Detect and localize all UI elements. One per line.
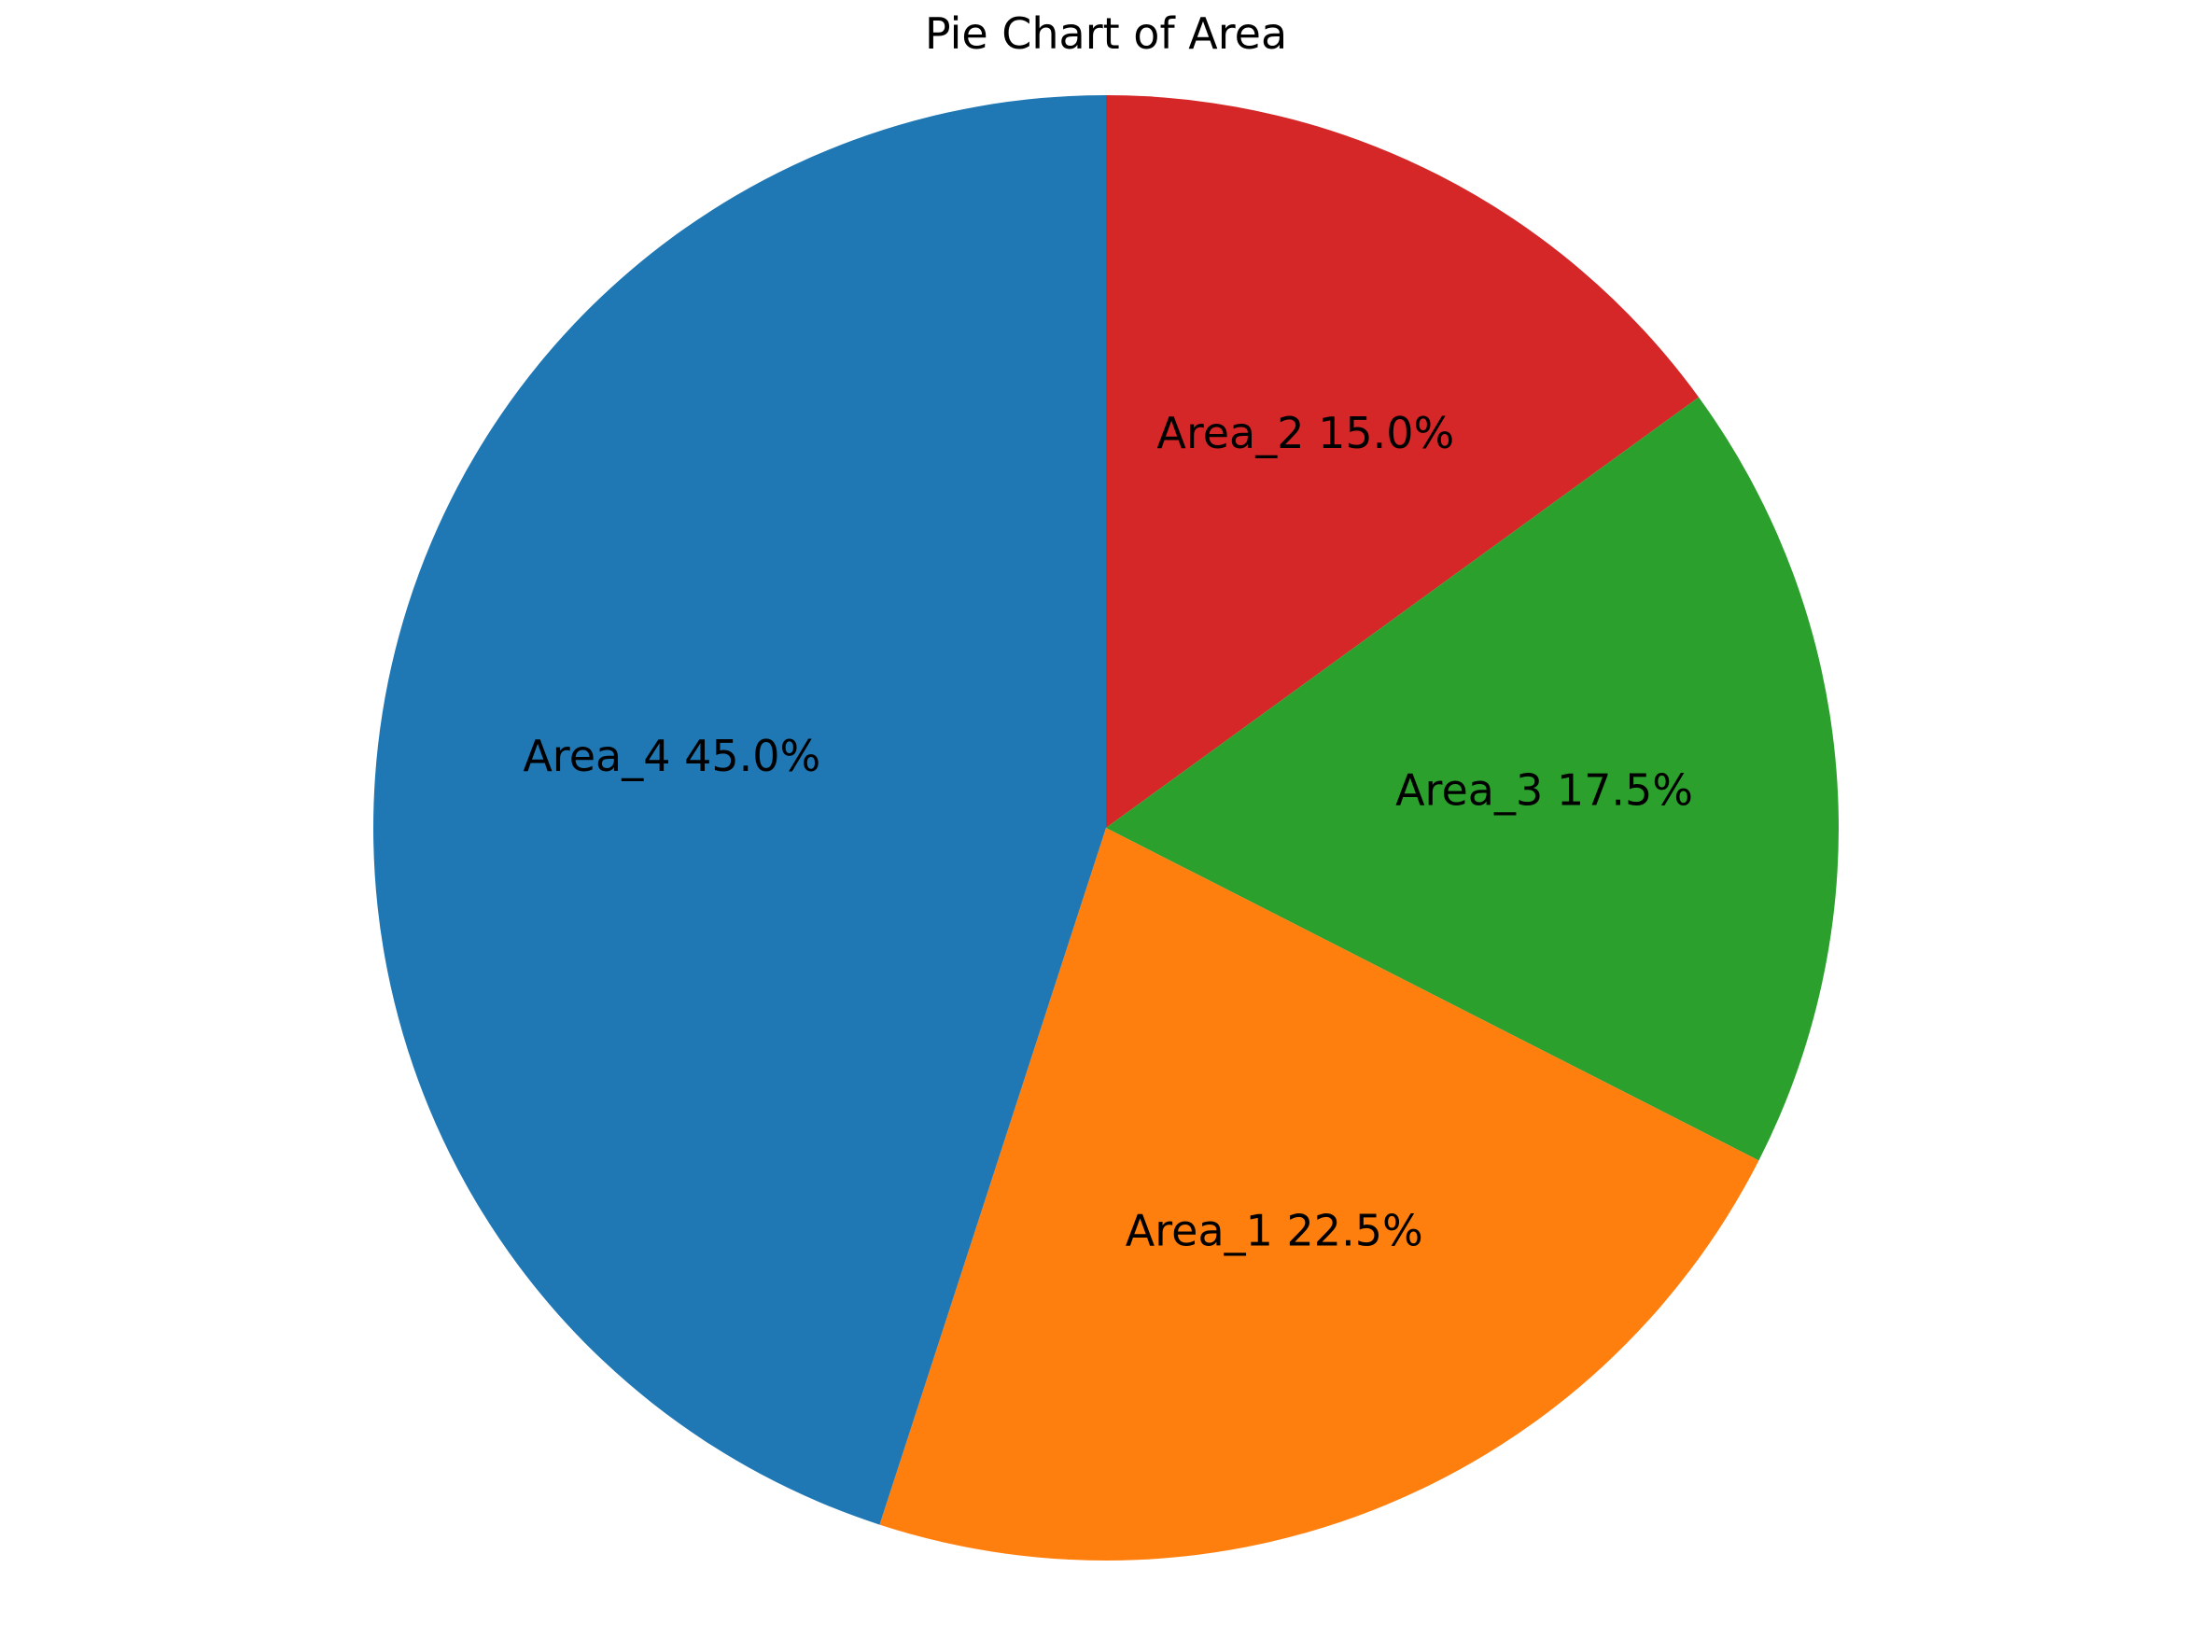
pie-slice-area-3 [1106, 397, 1840, 1161]
pie-slice-area-2 [1106, 95, 1700, 828]
pie-slice-area-1 [879, 828, 1759, 1561]
pie-label-area-1: Area_1 22.5% [1126, 1206, 1423, 1256]
pie-label-area-4: Area_4 45.0% [523, 731, 820, 781]
pie-slice-area-4 [372, 95, 1106, 1525]
chart-title: Pie Chart of Area [925, 8, 1287, 59]
pie-labels: Area_2 15.0% Area_3 17.5% Area_1 22.5% Area… [523, 408, 1693, 1256]
pie-label-area-3: Area_3 17.5% [1395, 765, 1693, 816]
pie-slices [372, 95, 1840, 1561]
pie-label-area-2: Area_2 15.0% [1156, 408, 1454, 458]
